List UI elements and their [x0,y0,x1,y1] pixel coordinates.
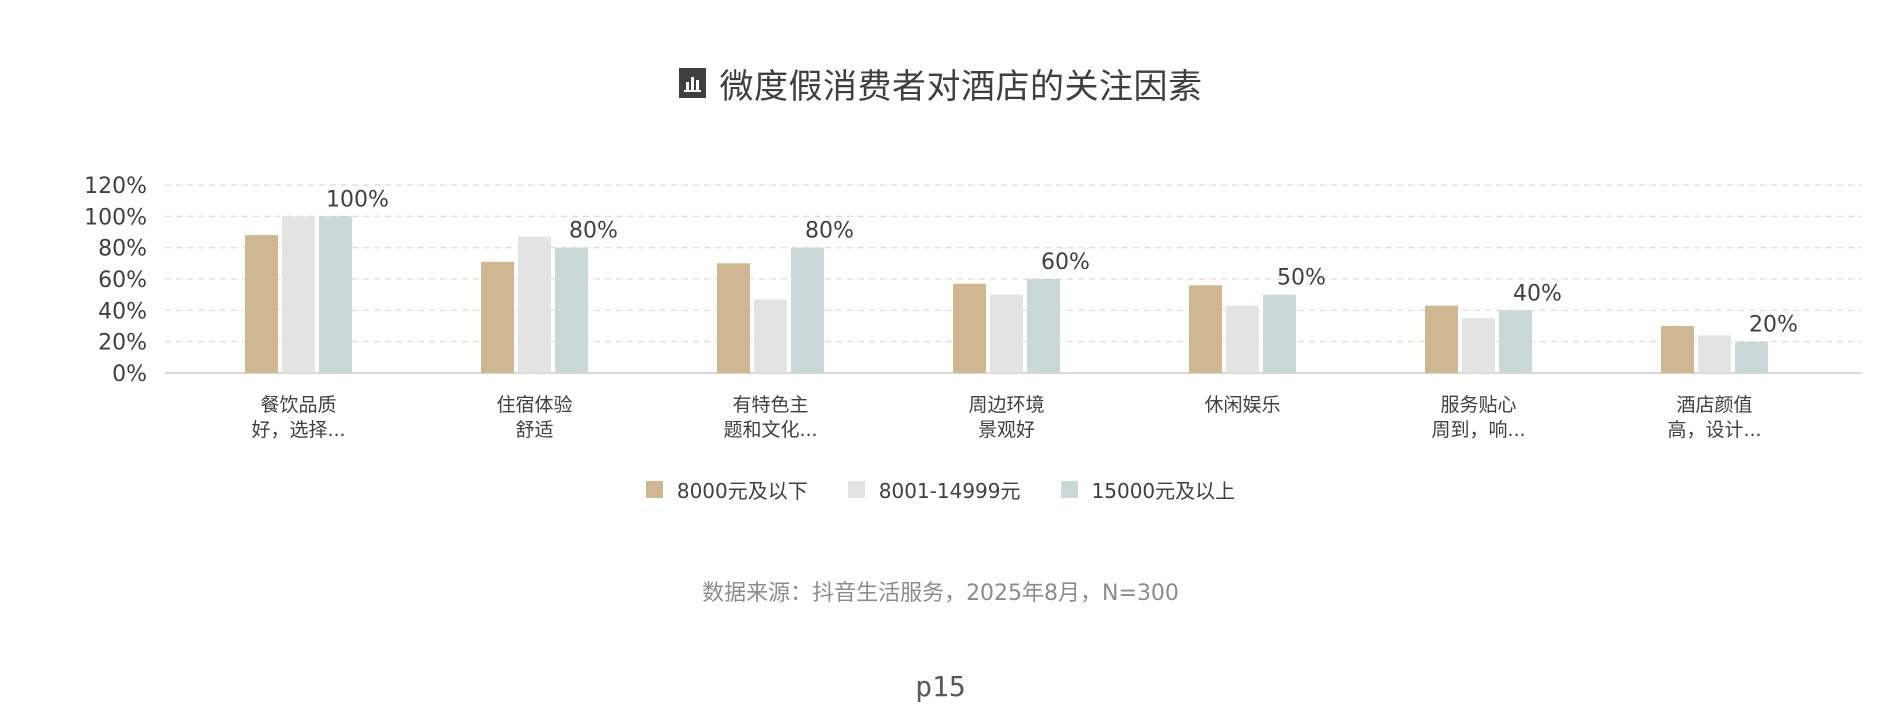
bar-series-1 [953,283,986,373]
bar-series-1 [717,263,750,373]
x-category-label: 好，选择... [251,419,345,441]
data-label: 40% [1513,281,1562,306]
legend-label-series-3: 15000元及以上 [1091,478,1236,503]
chart-title: 微度假消费者对酒店的关注因素 [0,58,1881,108]
bar-series-1 [1661,326,1694,373]
bar-series-3 [1027,279,1060,373]
bar-series-1 [481,261,514,373]
bar-series-2 [282,216,315,373]
legend-swatch-series-1 [645,480,663,498]
bar-series-2 [754,299,787,373]
x-category-label: 服务贴心 [1440,394,1516,416]
bar-series-2 [990,294,1023,373]
page-number: p15 [915,670,966,703]
legend-swatch-series-3 [1060,480,1078,498]
chart-title-text: 微度假消费者对酒店的关注因素 [719,66,1203,107]
y-tick-label: 0% [112,362,147,387]
data-label: 80% [805,219,854,244]
data-label: 20% [1749,313,1798,338]
data-label: 100% [326,187,389,212]
bar-series-3 [1499,310,1532,373]
bar-series-3 [555,247,588,373]
x-category-label: 周边环境 [968,394,1044,416]
legend-label-series-1: 8000元及以下 [676,478,808,503]
x-category-label: 餐饮品质 [260,394,336,416]
x-category-label: 周到，响... [1431,419,1525,441]
y-tick-label: 80% [98,237,147,262]
legend-label-series-2: 8001-14999元 [878,478,1021,503]
bar-series-1 [245,235,278,373]
y-tick-label: 120% [84,174,147,199]
x-category-label: 高，设计... [1667,419,1761,441]
bar-chart-icon [678,68,706,98]
bar-series-2 [1698,335,1731,373]
data-source-note: 数据来源：抖音生活服务，2025年8月，N=300 [702,581,1179,606]
bar-series-3 [791,247,824,373]
x-category-label: 酒店颜值 [1676,394,1752,416]
y-tick-label: 60% [98,268,147,293]
x-category-label: 题和文化... [723,419,817,441]
legend-item-series-2: 8001-14999元 [847,475,1021,504]
data-label: 60% [1041,250,1090,275]
legend-swatch-series-2 [847,480,865,498]
x-category-label: 休闲娱乐 [1204,394,1280,416]
bar-series-1 [1189,285,1222,373]
bar-series-2 [518,236,551,373]
legend-item-series-3: 15000元及以上 [1060,475,1236,504]
chart-legend: 8000元及以下 8001-14999元 15000元及以上 [0,472,1881,506]
x-category-label: 住宿体验 [496,394,572,416]
y-tick-label: 40% [98,299,147,324]
x-category-label: 有特色主 [732,394,808,416]
bar-series-1 [1425,305,1458,373]
bar-series-3 [1735,341,1768,373]
data-label: 50% [1277,266,1326,291]
legend-item-series-1: 8000元及以下 [645,475,808,504]
bar-series-3 [319,216,352,373]
data-label: 80% [569,219,618,244]
y-tick-label: 20% [98,331,147,356]
x-category-label: 景观好 [978,419,1035,441]
bar-series-3 [1263,294,1296,373]
bar-series-2 [1462,318,1495,373]
y-tick-label: 100% [84,205,147,230]
x-category-label: 舒适 [515,419,553,441]
bar-series-2 [1226,305,1259,373]
